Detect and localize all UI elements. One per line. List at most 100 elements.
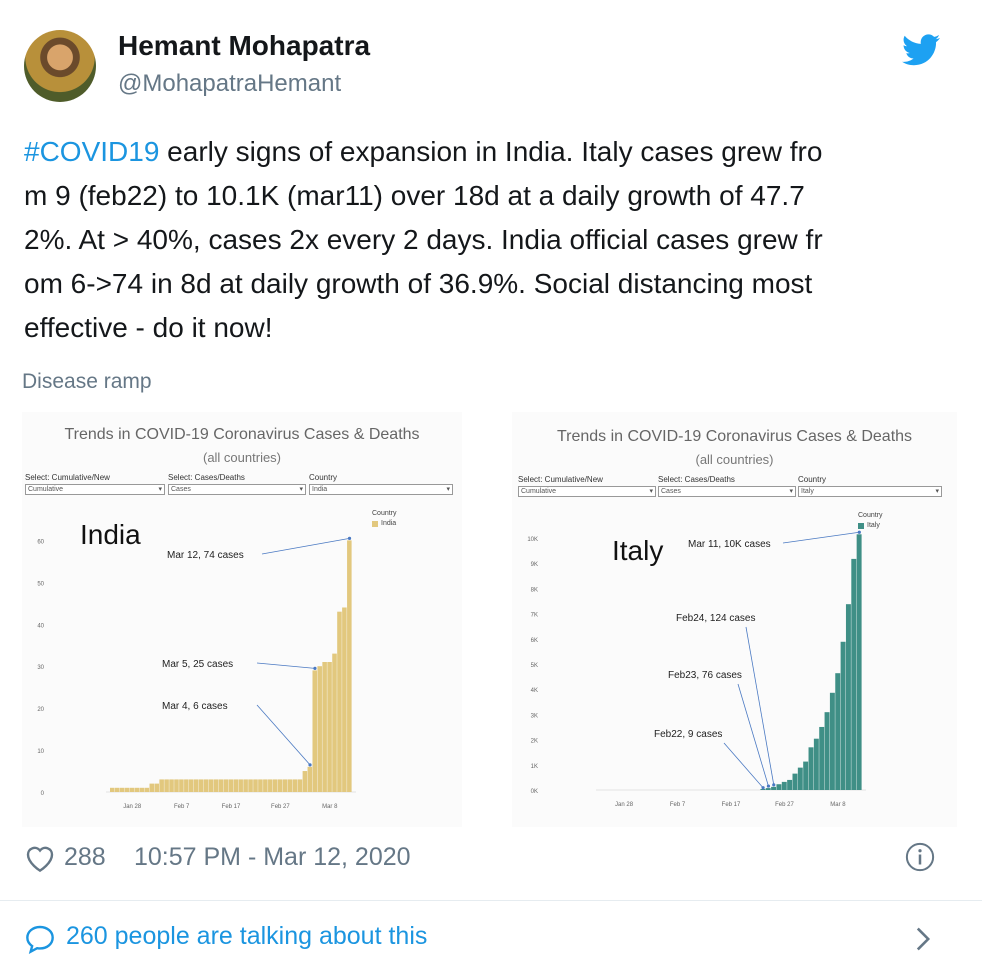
- card-label: Disease ramp: [22, 370, 152, 393]
- bar: [760, 789, 766, 790]
- bar: [845, 604, 851, 790]
- y-tick-label: 1K: [531, 764, 538, 770]
- filter-label-1: Select: Cumulative/New: [25, 473, 110, 482]
- annotation-label: Mar 11, 10K cases: [688, 539, 771, 550]
- filter-select-3[interactable]: Italy: [798, 486, 942, 497]
- bar: [110, 787, 115, 792]
- bar: [819, 726, 825, 790]
- user-name[interactable]: Hemant Mohapatra: [118, 30, 371, 61]
- bar: [307, 766, 313, 792]
- tweet-line-4: om 6->74 in 8d at daily growth of 36.9%.…: [24, 268, 813, 299]
- annotation-arrowhead: [308, 763, 312, 767]
- bar: [771, 786, 777, 790]
- bar: [218, 779, 224, 792]
- filter-select-2[interactable]: Cases: [168, 484, 306, 495]
- bar: [792, 773, 798, 790]
- legend-item-italy: Italy: [858, 522, 880, 529]
- bar: [268, 779, 273, 792]
- filter-select-2[interactable]: Cases: [658, 486, 796, 497]
- y-tick-label: 9K: [531, 562, 538, 568]
- heart-icon[interactable]: [24, 843, 56, 873]
- bar: [248, 779, 253, 792]
- bar: [342, 607, 347, 792]
- annotation-arrow: [723, 742, 764, 789]
- info-icon[interactable]: [905, 842, 935, 872]
- bar: [776, 784, 782, 790]
- timestamp[interactable]: 10:57 PM - Mar 12, 2020: [134, 843, 411, 871]
- y-tick-label: 2K: [531, 739, 538, 745]
- bar: [347, 540, 352, 792]
- twitter-bird-icon[interactable]: [902, 34, 940, 66]
- annotation-arrowhead: [313, 666, 317, 670]
- bar: [208, 779, 214, 792]
- bar: [277, 779, 283, 792]
- bar: [119, 787, 125, 792]
- legend-title: Country: [858, 512, 883, 519]
- bar: [781, 781, 787, 790]
- chart-panel-italy: Trends in COVID-19 Coronavirus Cases & D…: [512, 412, 957, 827]
- bar: [213, 779, 219, 792]
- bar: [287, 779, 293, 792]
- bar: [223, 779, 229, 792]
- divider: [0, 900, 982, 901]
- legend-title: Country: [372, 510, 397, 517]
- bar: [189, 779, 194, 792]
- bar: [282, 779, 288, 792]
- annotation-label: Feb24, 124 cases: [676, 613, 756, 624]
- bar: [824, 712, 830, 790]
- bar: [312, 670, 318, 792]
- talking-link[interactable]: 260 people are talking about this: [66, 922, 428, 950]
- annotation-arrow: [256, 662, 315, 669]
- chart-panel-india: Trends in COVID-19 Coronavirus Cases & D…: [22, 412, 462, 827]
- filter-select-3[interactable]: India: [309, 484, 453, 495]
- bar: [813, 738, 819, 790]
- legend-item-india: India: [372, 520, 396, 527]
- bar: [337, 611, 342, 792]
- media-card[interactable]: Trends in COVID-19 Coronavirus Cases & D…: [22, 412, 957, 827]
- bar: [174, 779, 179, 792]
- x-tick-label: Feb 27: [775, 802, 794, 808]
- tweet-text: #COVID19 early signs of expansion in Ind…: [24, 130, 954, 350]
- x-tick-label: Mar 8: [830, 802, 846, 808]
- chevron-right-icon[interactable]: [912, 926, 934, 952]
- x-tick-label: Jan 28: [615, 802, 634, 808]
- speech-bubble-icon[interactable]: [24, 924, 56, 954]
- bar: [139, 787, 145, 792]
- bar: [292, 779, 298, 792]
- bar: [144, 787, 150, 792]
- bar: [322, 662, 327, 792]
- filter-select-1[interactable]: Cumulative: [518, 486, 656, 497]
- bar: [803, 761, 809, 790]
- annotation-label: Feb23, 76 cases: [668, 670, 742, 681]
- annotation-arrowhead: [347, 536, 352, 540]
- user-handle[interactable]: @MohapatraHemant: [118, 70, 342, 97]
- bar: [297, 779, 303, 792]
- y-tick-label: 10: [37, 749, 44, 755]
- bar: [243, 779, 248, 792]
- filter-select-1[interactable]: Cumulative: [25, 484, 165, 495]
- like-count[interactable]: 288: [64, 843, 106, 871]
- bar: [114, 787, 120, 792]
- y-tick-label: 60: [37, 539, 44, 545]
- x-tick-label: Feb 7: [174, 804, 190, 810]
- y-tick-label: 50: [37, 581, 44, 587]
- bar: [228, 779, 234, 792]
- country-label: India: [80, 519, 141, 550]
- annotation-arrowhead: [857, 530, 861, 534]
- x-tick-label: Jan 28: [123, 804, 142, 810]
- avatar[interactable]: [24, 30, 96, 102]
- x-tick-label: Feb 7: [670, 802, 686, 808]
- bar: [263, 779, 268, 792]
- chart-title: Trends in COVID-19 Coronavirus Cases & D…: [64, 426, 420, 443]
- chart-title: Trends in COVID-19 Coronavirus Cases & D…: [556, 428, 913, 445]
- annotation-label: Feb22, 9 cases: [654, 729, 722, 740]
- hashtag-link[interactable]: #COVID19: [24, 136, 160, 167]
- y-tick-label: 10K: [527, 537, 538, 543]
- annotation-arrow: [256, 704, 311, 766]
- y-tick-label: 0: [41, 791, 45, 797]
- tweet-line-5: effective - do it now!: [24, 312, 273, 343]
- annotation-arrowhead: [761, 786, 765, 790]
- annotation-arrow: [261, 537, 350, 555]
- bar: [238, 779, 243, 792]
- annotation-arrow: [782, 531, 860, 544]
